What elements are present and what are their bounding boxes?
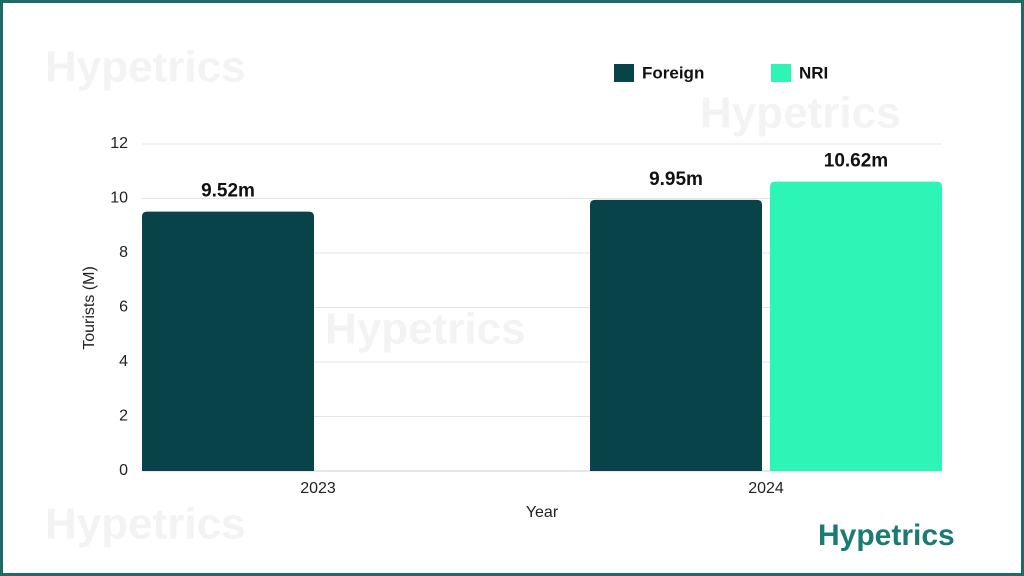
bar (590, 199, 762, 472)
legend-label: NRI (799, 63, 828, 82)
logo: Hypetrics (818, 519, 955, 552)
x-tick-label: 2024 (748, 480, 784, 497)
x-axis-title: Year (526, 504, 559, 521)
legend-swatch (614, 64, 634, 82)
y-tick-label: 12 (110, 135, 128, 152)
legend-label: Foreign (642, 63, 704, 82)
watermark: Hypetrics (700, 89, 901, 138)
watermark: Hypetrics (45, 500, 246, 549)
bar (770, 181, 942, 472)
y-tick-label: 0 (119, 462, 128, 479)
watermark: Hypetrics (45, 43, 246, 92)
bar (142, 211, 314, 471)
watermark: Hypetrics (325, 305, 526, 354)
x-tick-label: 2023 (300, 480, 336, 497)
y-axis-title: Tourists (M) (81, 266, 98, 350)
value-label: 9.52m (201, 181, 255, 202)
value-label: 10.62m (824, 151, 888, 172)
y-tick-label: 8 (119, 244, 128, 261)
legend-swatch (771, 64, 791, 82)
y-tick-label: 10 (110, 190, 128, 207)
y-tick-label: 6 (119, 299, 128, 316)
y-tick-label: 2 (119, 408, 128, 425)
y-tick-label: 4 (119, 353, 128, 370)
value-label: 9.95m (649, 169, 703, 190)
